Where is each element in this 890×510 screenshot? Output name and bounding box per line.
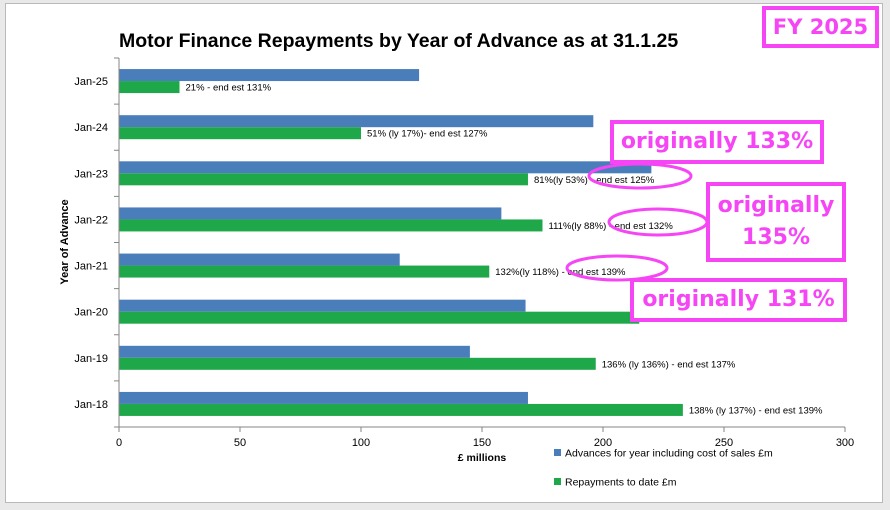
- y-tick-label: Jan-24: [74, 122, 108, 134]
- legend-label: Repayments to date £m: [565, 477, 677, 489]
- bar-advances: [119, 115, 594, 128]
- y-axis-label: Year of Advance: [59, 199, 71, 284]
- bar-advances: [119, 161, 652, 174]
- y-tick-label: Jan-18: [74, 399, 108, 411]
- x-tick-label: 0: [116, 437, 122, 449]
- y-tick-label: Jan-23: [74, 168, 108, 180]
- legend-swatch: [554, 478, 561, 485]
- data-label: 21% - end est 131%: [186, 83, 272, 94]
- bar-advances: [119, 207, 502, 220]
- legend-swatch: [554, 449, 561, 456]
- bar-repayments: [119, 403, 683, 416]
- highlight-oval-jan23: [587, 162, 693, 190]
- data-label: 138% (ly 137%) - end est 139%: [689, 405, 823, 416]
- bar-repayments: [119, 265, 490, 278]
- bar-advances: [119, 391, 528, 404]
- x-tick-label: 200: [594, 437, 612, 449]
- bar-chart: Motor Finance Repayments by Year of Adva…: [59, 30, 854, 489]
- y-tick-label: Jan-20: [74, 307, 108, 319]
- x-tick-label: 150: [473, 437, 491, 449]
- annotation-jan20: originally 131%: [630, 278, 847, 322]
- x-tick-label: 50: [234, 437, 246, 449]
- data-label: 51% (ly 17%)- end est 127%: [367, 129, 488, 140]
- chart-title: Motor Finance Repayments by Year of Adva…: [119, 30, 678, 52]
- data-label: 132%(ly 118%) - end est 139%: [495, 267, 626, 278]
- y-tick-label: Jan-21: [74, 261, 108, 273]
- bar-repayments: [119, 81, 180, 94]
- bar-advances: [119, 69, 420, 82]
- bar-advances: [119, 253, 400, 266]
- bar-repayments: [119, 311, 640, 324]
- data-label: 136% (ly 136%) - end est 137%: [602, 359, 736, 370]
- annotation-jan23: originally 133%: [610, 120, 824, 164]
- x-tick-label: 300: [836, 437, 854, 449]
- annotation-jan22: originally 135%: [706, 182, 846, 262]
- bar-advances: [119, 299, 526, 312]
- x-axis-label: £ millions: [458, 452, 507, 464]
- annotation-jan22-line1: originally: [717, 193, 835, 218]
- legend-label: Advances for year including cost of sale…: [565, 448, 773, 460]
- annotation-jan22-line2: 135%: [742, 225, 810, 250]
- y-tick-label: Jan-22: [74, 214, 108, 226]
- bar-advances: [119, 345, 470, 358]
- bar-repayments: [119, 173, 528, 186]
- bar-repayments: [119, 127, 361, 140]
- y-tick-label: Jan-19: [74, 353, 108, 365]
- y-tick-label: Jan-25: [74, 76, 108, 88]
- fy-badge: FY 2025: [762, 6, 879, 48]
- x-tick-label: 100: [352, 437, 370, 449]
- bar-repayments: [119, 357, 596, 370]
- x-tick-label: 250: [715, 437, 733, 449]
- highlight-oval-jan21: [565, 254, 669, 282]
- bar-repayments: [119, 219, 543, 232]
